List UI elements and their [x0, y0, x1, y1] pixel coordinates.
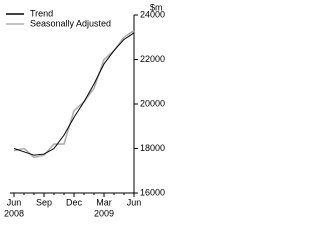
legend-label: Trend: [30, 8, 53, 18]
x-tick-label: Jun: [127, 197, 142, 207]
x-year-label: 2008: [4, 208, 24, 218]
y-tick-label: 16000: [140, 187, 165, 197]
y-tick-label: 20000: [140, 98, 165, 108]
y-unit-label: $m: [150, 2, 163, 12]
series-line: [13, 29, 135, 159]
legend-label: Seasonally Adjusted: [30, 18, 111, 28]
x-tick-label: Mar: [96, 197, 112, 207]
series-line: [13, 32, 135, 156]
x-year-label: 2009: [94, 208, 114, 218]
y-tick-label: 24000: [140, 9, 165, 19]
x-tick-label: Sep: [36, 197, 52, 207]
x-tick-label: Dec: [66, 197, 83, 207]
y-tick-label: 18000: [140, 143, 165, 153]
x-tick-label: Jun: [7, 197, 22, 207]
y-tick-label: 22000: [140, 54, 165, 64]
